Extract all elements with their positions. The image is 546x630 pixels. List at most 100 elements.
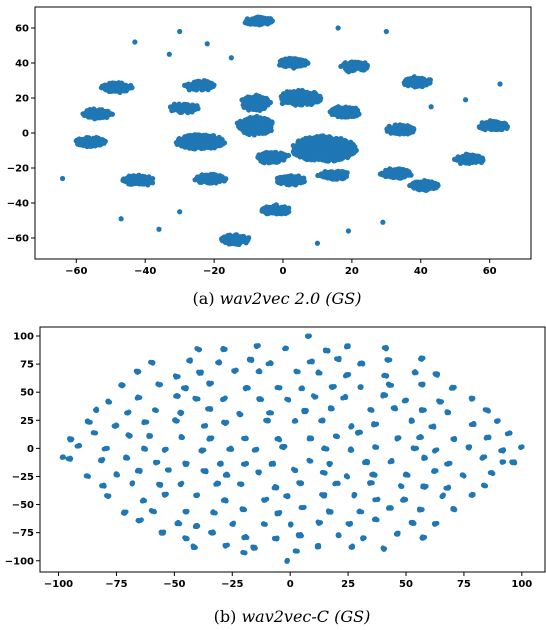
scatter-point — [267, 158, 274, 164]
scatter-point — [241, 104, 247, 110]
scatter-point — [401, 170, 407, 176]
scatter-point — [99, 113, 105, 120]
scatter-point — [101, 482, 107, 488]
scatter-point — [341, 105, 347, 112]
scatter-point — [290, 143, 296, 149]
scatter-point — [178, 105, 185, 111]
scatter-point — [297, 533, 303, 539]
scatter-point — [408, 520, 414, 526]
scatter-point — [490, 120, 496, 126]
scatter-point — [344, 473, 349, 479]
scatter-point — [292, 548, 298, 554]
scatter-point — [361, 64, 367, 71]
y-tick-label: −20 — [7, 164, 29, 175]
scatter-point — [386, 506, 391, 511]
scatter-point — [335, 140, 341, 146]
scatter-point — [404, 77, 411, 83]
scatter-point — [339, 114, 346, 120]
scatter-point — [480, 482, 486, 488]
scatter-point — [190, 543, 196, 549]
scatter-point — [177, 482, 183, 488]
scatter-point — [86, 142, 93, 149]
scatter-point — [222, 238, 229, 245]
scatter-point — [335, 105, 341, 111]
scatter-point — [247, 99, 253, 106]
scatter-point — [243, 95, 249, 102]
scatter-point — [114, 471, 120, 477]
scatter-point — [207, 177, 214, 183]
scatter-point — [476, 156, 482, 163]
scatter-point — [274, 158, 280, 164]
scatter-point — [298, 91, 304, 97]
scatter-point-outlier — [177, 209, 183, 215]
scatter-point — [212, 178, 218, 184]
scatter-point — [122, 511, 128, 516]
scatter-point — [125, 84, 132, 90]
scatter-point — [266, 151, 272, 157]
scatter-point-outlier — [204, 41, 210, 47]
scatter-point — [74, 137, 81, 143]
scatter-point — [298, 480, 304, 486]
scatter-point — [295, 138, 302, 144]
x-tick-label: 60 — [483, 266, 497, 277]
scatter-point — [285, 57, 291, 63]
scatter-point — [315, 172, 321, 179]
scatter-point — [209, 530, 215, 536]
scatter-point — [234, 236, 241, 242]
scatter-point-outlier — [132, 39, 138, 45]
scatter-point — [432, 469, 438, 474]
scatter-point-outlier — [59, 175, 66, 182]
scatter-point — [197, 80, 203, 86]
scatter-point — [84, 473, 90, 479]
scatter-point — [80, 137, 86, 143]
scatter-point — [479, 455, 485, 461]
scatter-point — [249, 21, 255, 27]
scatter-point — [412, 80, 418, 86]
scatter-point — [363, 459, 369, 464]
scatter-point — [304, 89, 310, 95]
scatter-point — [143, 175, 149, 182]
scatter-point — [254, 113, 260, 120]
scatter-point — [310, 93, 316, 99]
scatter-point — [174, 520, 180, 526]
scatter-point — [98, 85, 105, 91]
scatter-point — [396, 127, 402, 133]
scatter-point — [254, 15, 260, 21]
scatter-point — [398, 483, 404, 489]
scatter-point-outlier — [228, 55, 234, 61]
scatter-point — [158, 530, 164, 536]
scatter-point — [299, 61, 305, 67]
scatter-point — [98, 457, 104, 463]
scatter-points — [59, 14, 510, 247]
scatter-point — [314, 96, 320, 102]
scatter-point — [510, 459, 516, 465]
scatter-point — [380, 545, 386, 551]
scatter-point — [420, 483, 426, 489]
scatter-point — [91, 114, 97, 120]
scatter-point — [280, 152, 286, 158]
scatter-point — [214, 481, 220, 487]
scatter-point — [291, 180, 297, 186]
scatter-point — [314, 134, 320, 140]
scatter-point — [463, 151, 469, 157]
scatter-point — [264, 17, 270, 23]
scatter-point — [210, 510, 216, 515]
scatter-point — [281, 95, 287, 101]
scatter-point — [287, 521, 293, 527]
scatter-point — [251, 545, 257, 551]
scatter-point — [222, 543, 228, 549]
scatter-point — [242, 535, 248, 540]
scatter-point — [217, 460, 223, 466]
scatter-point — [307, 145, 313, 152]
scatter-point — [98, 139, 104, 146]
scatter-point — [300, 505, 306, 511]
scatter-point — [321, 493, 326, 499]
scatter-point — [267, 99, 274, 106]
scatter-point — [417, 507, 423, 513]
scatter-point — [244, 124, 250, 130]
scatter-point — [391, 174, 397, 180]
scatter-point — [360, 535, 365, 541]
scatter-point — [197, 174, 203, 180]
scatter-point-outlier — [497, 81, 503, 87]
